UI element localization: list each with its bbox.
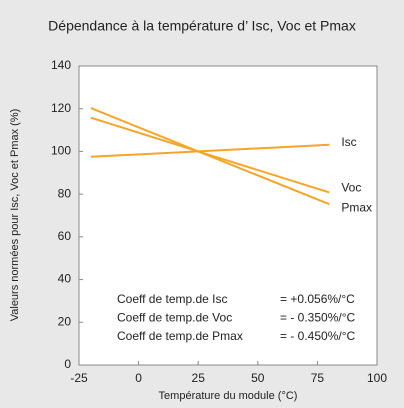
y-tick-label: 40 — [58, 272, 72, 286]
x-tick-label: 50 — [251, 371, 265, 385]
y-axis-label: Valeurs normées pour Isc, Voc et Pmax (%… — [9, 109, 21, 322]
annotation-text: Coeff de temp.de Isc — [117, 292, 228, 306]
x-tick-label: 0 — [135, 371, 142, 385]
plot-area — [78, 65, 378, 366]
chart-title: Dépendance à la température d’ Isc, Voc … — [48, 18, 356, 34]
series-label: Isc — [341, 135, 356, 149]
x-axis-label: Température du module (°C) — [159, 390, 298, 402]
x-tick-label: 75 — [311, 371, 325, 385]
x-tick-label: -25 — [70, 371, 88, 385]
annotation-value: = - 0.350%/°C — [280, 311, 356, 325]
y-tick-label: 60 — [58, 229, 72, 243]
annotation-text: Coeff de temp.de Pmax — [117, 329, 243, 343]
y-tick-label: 80 — [58, 186, 72, 200]
x-tick-label: 100 — [367, 371, 387, 385]
y-tick-label: 20 — [58, 314, 72, 328]
annotation-value: = - 0.450%/°C — [280, 329, 356, 343]
series-label: Voc — [341, 181, 361, 195]
y-tick-label: 100 — [51, 144, 71, 158]
y-tick-label: 140 — [51, 58, 71, 72]
x-tick-label: 25 — [192, 371, 206, 385]
series-label: Pmax — [341, 200, 372, 214]
annotation-text: Coeff de temp.de Voc — [117, 311, 232, 325]
y-tick-label: 0 — [64, 357, 71, 371]
y-tick-label: 120 — [51, 101, 71, 115]
annotation-value: = +0.056%/°C — [280, 292, 355, 306]
series-line — [90, 107, 330, 206]
